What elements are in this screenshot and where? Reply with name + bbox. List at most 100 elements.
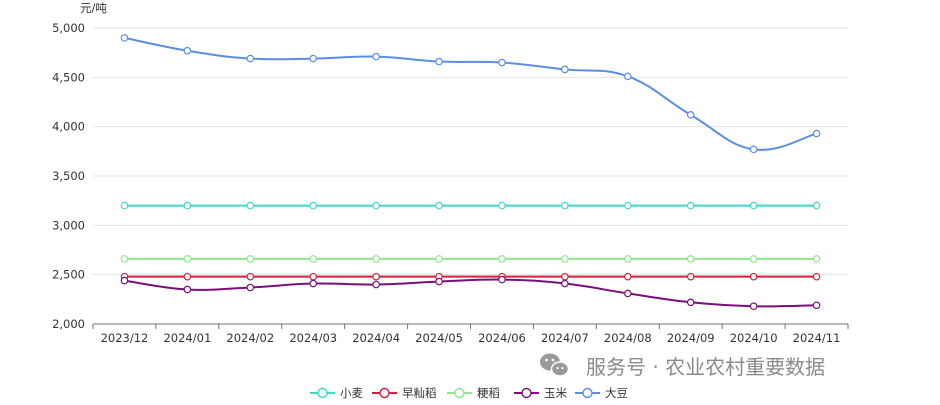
data-point (749, 201, 758, 210)
data-point (435, 255, 443, 263)
series-lines (124, 36, 817, 308)
legend: 小麦 早籼稻 粳稻 玉米 大豆 (310, 386, 628, 400)
x-tick-label: 2024/04 (352, 331, 400, 345)
legend-label: 粳稻 (477, 386, 500, 400)
grid-lines (93, 27, 848, 276)
y-tick-label: 4,000 (52, 120, 85, 134)
x-tick-label: 2024/07 (541, 331, 589, 345)
data-point (623, 255, 632, 263)
data-point (623, 289, 632, 298)
watermark-text: 服务号 · 农业农村重要数据 (586, 355, 825, 379)
legend-item: 玉米 (514, 386, 567, 400)
y-tick-label: 3,000 (52, 218, 85, 232)
data-point (372, 52, 380, 61)
data-point (246, 272, 255, 281)
y-tick-label: 3,500 (52, 169, 85, 183)
data-point (246, 283, 255, 292)
data-point (623, 272, 632, 281)
x-tick-label: 2023/12 (101, 331, 149, 345)
data-point (686, 255, 695, 263)
data-point (561, 279, 569, 288)
legend-item: 早籼稻 (372, 386, 437, 400)
legend-marker (521, 387, 532, 399)
data-point (623, 201, 632, 210)
data-point (812, 272, 821, 281)
data-point (812, 129, 821, 138)
data-point (246, 255, 255, 263)
data-point (309, 255, 318, 263)
data-point (372, 280, 380, 289)
data-point (686, 111, 695, 119)
legend-marker (379, 387, 390, 399)
legend-item: 粳稻 (447, 386, 500, 400)
legend-label: 小麦 (340, 386, 363, 400)
data-point (561, 201, 569, 210)
data-point (435, 277, 443, 286)
data-point (498, 255, 506, 263)
x-tick-label: 2024/03 (289, 331, 337, 345)
legend-label: 大豆 (605, 386, 628, 400)
data-point (183, 272, 192, 281)
data-point (120, 255, 129, 263)
data-point (120, 201, 129, 210)
y-tick-label: 5,000 (52, 21, 85, 35)
data-point (309, 272, 318, 281)
x-tick-label: 2024/11 (793, 331, 841, 345)
data-point (183, 46, 192, 55)
legend-marker (317, 387, 328, 399)
data-point (120, 276, 129, 285)
legend-item: 大豆 (575, 386, 628, 400)
x-tick-label: 2024/02 (226, 331, 274, 345)
data-point (561, 255, 569, 263)
x-tick-label: 2024/06 (478, 331, 526, 345)
x-tick-label: 2024/01 (163, 331, 211, 345)
data-point (372, 255, 380, 263)
data-point (812, 301, 821, 310)
x-tick-label: 2024/08 (604, 331, 652, 345)
x-tick-label: 2024/09 (667, 331, 715, 345)
y-tick-label: 2,000 (52, 317, 85, 331)
legend-label: 早籼稻 (402, 386, 437, 400)
data-point (120, 34, 129, 42)
data-point (246, 201, 255, 210)
data-point (435, 57, 443, 66)
legend-marker (582, 387, 593, 399)
data-point (749, 255, 758, 263)
data-point (309, 279, 318, 288)
data-point (183, 255, 192, 263)
data-point (623, 72, 632, 81)
data-point (561, 65, 569, 74)
data-point (749, 272, 758, 281)
x-tick-label: 2024/10 (730, 331, 778, 345)
data-point (498, 275, 506, 284)
legend-label: 玉米 (544, 386, 567, 400)
series-line (124, 278, 817, 308)
watermark: 服务号 · 农业农村重要数据 (540, 353, 825, 379)
data-point (498, 201, 506, 210)
data-point (183, 201, 192, 210)
y-tick-label: 2,500 (52, 268, 85, 282)
data-point (686, 298, 695, 307)
data-point (749, 302, 758, 311)
x-tick-label: 2024/05 (415, 331, 463, 345)
data-point (686, 201, 695, 210)
data-point (309, 54, 318, 63)
y-axis-unit-label: 元/吨 (80, 1, 107, 15)
data-point (183, 285, 192, 294)
series-line (124, 36, 817, 151)
data-point (372, 201, 380, 210)
data-point (749, 145, 758, 154)
data-point (812, 201, 821, 210)
legend-marker (454, 387, 465, 399)
data-point (498, 58, 506, 67)
data-point (812, 255, 821, 263)
data-point (246, 54, 255, 63)
data-point (435, 201, 443, 210)
y-tick-label: 4,500 (52, 70, 85, 84)
data-point (309, 201, 318, 210)
data-point (686, 272, 695, 281)
data-point (372, 272, 380, 281)
wechat-icon (540, 353, 570, 377)
axes: 2,000 2,500 3,000 3,500 4,000 4,500 5,000 2023/… (52, 21, 849, 345)
